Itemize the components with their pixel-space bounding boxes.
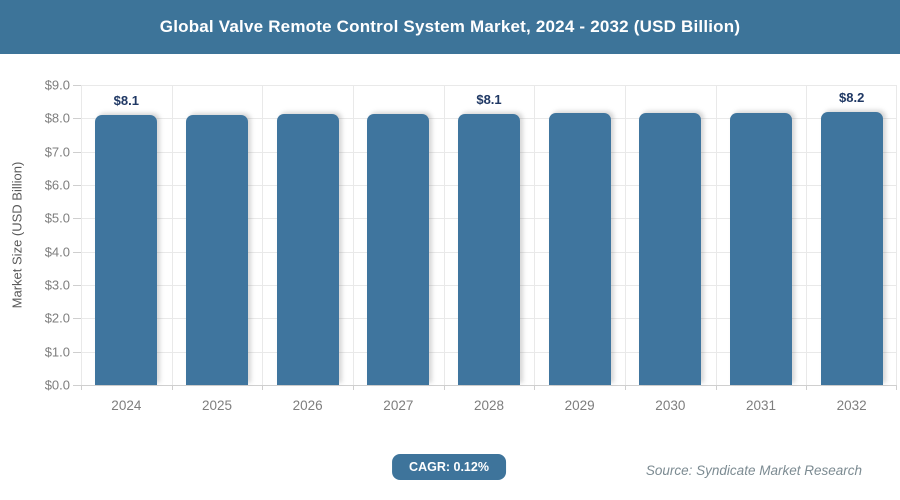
y-axis-tick: [73, 151, 81, 153]
bar: [276, 114, 339, 385]
gridline-vertical: [716, 85, 717, 385]
x-axis-tick-label: 2025: [201, 398, 233, 413]
y-axis-tick-label: $8.0: [44, 110, 70, 126]
x-axis-tick-label: 2030: [655, 398, 686, 413]
x-axis-tick-label: 2032: [836, 398, 867, 413]
bar: [95, 115, 158, 385]
y-axis-tick: [73, 351, 81, 353]
y-axis-tick-label: $7.0: [44, 144, 70, 160]
gridline-vertical: [896, 85, 897, 385]
x-axis-tick: [444, 385, 445, 390]
bar: [820, 112, 883, 385]
x-axis-tick: [172, 385, 173, 390]
x-axis-tick: [716, 385, 717, 390]
gridline-vertical: [262, 85, 263, 385]
bar: [367, 114, 430, 385]
gridline-vertical: [534, 85, 535, 385]
x-axis-tick: [806, 385, 807, 390]
gridline-vertical: [806, 85, 807, 385]
cagr-badge: CAGR: 0.12%: [392, 454, 506, 480]
x-axis-tick-label: 2027: [383, 398, 414, 413]
y-axis-tick: [73, 318, 81, 320]
x-axis-tick-label: 2024: [111, 398, 142, 413]
x-axis-tick: [534, 385, 535, 390]
source-text: Source: Syndicate Market Research: [645, 463, 862, 478]
y-axis-tick: [73, 85, 81, 86]
y-axis-tick: [73, 185, 81, 186]
bar: [639, 113, 702, 385]
x-axis-tick: [896, 385, 897, 390]
page-title: Global Valve Remote Control System Marke…: [159, 17, 741, 36]
gridline-vertical: [444, 85, 445, 385]
bar-value-label: $8.1: [476, 91, 502, 107]
x-axis-tick: [262, 385, 263, 390]
bar: [458, 113, 520, 385]
y-axis-tick: [73, 285, 81, 286]
bar: [730, 112, 792, 385]
plot-area: $0.0 $1.0 $2.0 $3.0 $4.0 $5.0 $6.0 $7.0 $8.0 $9.0…: [45, 78, 897, 413]
x-axis-tick-label: 2031: [745, 398, 777, 413]
gridline-vertical: [353, 85, 354, 385]
x-axis-tick-label: 2028: [473, 398, 505, 413]
y-axis-tick-label: $4.0: [44, 244, 70, 260]
gridline-vertical: [625, 85, 626, 385]
y-axis-tick-label: $2.0: [44, 310, 70, 326]
gridline-vertical: [172, 85, 173, 385]
y-axis-tick-label: $6.0: [44, 177, 70, 193]
x-axis-tick-label: 2029: [564, 398, 595, 413]
y-axis-title: Market Size (USD Billion): [9, 161, 25, 309]
y-axis-tick: [73, 118, 81, 120]
y-axis-tick-label: $5.0: [44, 210, 70, 226]
bar-value-label: $8.1: [113, 93, 139, 108]
y-axis-tick-label: $0.0: [44, 377, 70, 393]
y-axis-tick: [73, 385, 81, 386]
bar: [186, 114, 248, 385]
x-axis-tick: [353, 385, 354, 390]
bar-value-label: $8.2: [839, 90, 865, 106]
gridline-horizontal: [81, 385, 897, 386]
gridline-vertical: [81, 85, 82, 385]
bar: [548, 113, 611, 385]
x-axis-tick-label: 2026: [292, 398, 323, 413]
y-axis-tick-label: $9.0: [44, 77, 70, 93]
y-axis-tick-label: $3.0: [44, 277, 70, 293]
y-axis-tick: [73, 251, 81, 253]
x-axis-tick: [625, 385, 626, 390]
y-axis-tick-label: $1.0: [44, 344, 70, 360]
x-axis-tick: [81, 385, 82, 390]
y-axis-tick: [73, 218, 81, 220]
gridline-horizontal: [81, 85, 897, 86]
chart-title-bar: Global Valve Remote Control System Marke…: [0, 0, 900, 54]
